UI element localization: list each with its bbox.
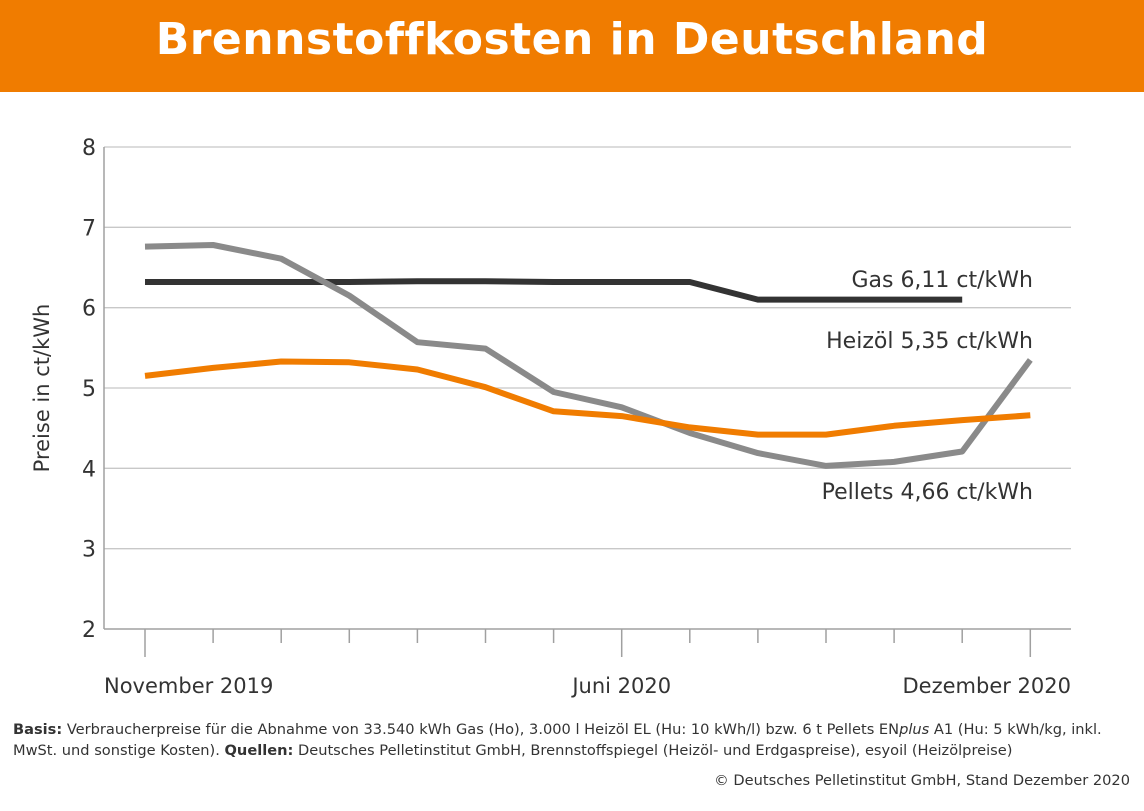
x-tick-label: Dezember 2020 [903, 674, 1072, 698]
series-labels: Gas 6,11 ct/kWh Heizöl 5,35 ct/kWh Pellets… [822, 268, 1033, 505]
y-tick-label: 6 [82, 297, 96, 322]
footnote: Basis: Verbraucherpreise für die Abnahme… [13, 719, 1133, 761]
y-tick-label: 5 [82, 377, 96, 402]
series-lines [144, 242, 1033, 469]
x-tick-label: Juni 2020 [570, 674, 671, 698]
series-label-pellets: Pellets 4,66 ct/kWh [822, 480, 1033, 505]
basis-plus: plus [899, 721, 930, 738]
quellen-label: Quellen: [224, 742, 294, 759]
series-line-gas [145, 278, 963, 303]
series-label-gas: Gas 6,11 ct/kWh [851, 268, 1033, 293]
y-axis-label: Preise in ct/kWh [30, 304, 54, 473]
grid-lines [104, 146, 1071, 550]
quellen-text: Deutsches Pelletinstitut GmbH, Brennstof… [293, 742, 1013, 759]
basis-text: Verbraucherpreise für die Abnahme von 33… [62, 721, 900, 738]
y-tick-label: 7 [82, 216, 96, 241]
y-tick-label: 4 [82, 457, 96, 482]
series-label-heizoel: Heizöl 5,35 ct/kWh [826, 329, 1033, 354]
basis-text-2: A1 (Hu: 5 kWh/kg, inkl. MwSt. und sonsti… [13, 721, 1102, 759]
line-chart: 2 3 4 5 6 7 8 November 2019 Juni 2020 Dezember 20… [30, 136, 1071, 698]
axes: 2 3 4 5 6 7 8 November 2019 Juni 2020 Dezember 20… [30, 136, 1071, 698]
y-tick-label: 8 [82, 136, 96, 161]
series-line-heizoel [144, 242, 1033, 469]
x-tick-label: November 2019 [104, 674, 273, 698]
basis-label: Basis: [13, 721, 63, 738]
copyright: © Deutsches Pelletinstitut GmbH, Stand D… [714, 772, 1130, 789]
series-line-pellets [144, 358, 1031, 438]
chart-title: Brennstoffkosten in Deutschland [155, 14, 989, 65]
y-tick-label: 3 [82, 538, 96, 563]
title-banner: Brennstoffkosten in Deutschland [0, 0, 1144, 92]
y-tick-label: 2 [82, 618, 96, 643]
